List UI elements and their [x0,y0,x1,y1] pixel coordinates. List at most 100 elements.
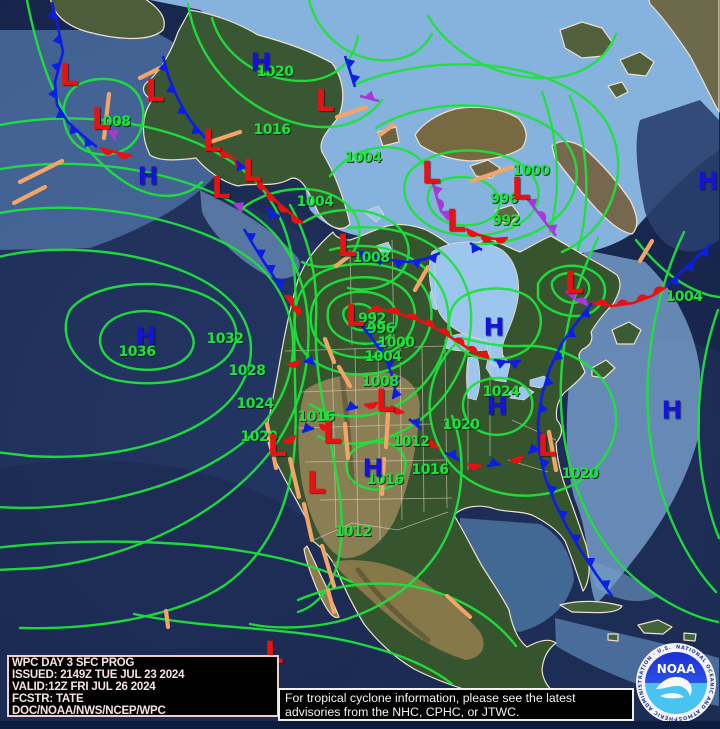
trough-line [334,104,369,120]
warm-front-symbol [494,237,507,244]
cold-front-symbol [268,208,279,220]
warm-front-symbol [284,295,295,306]
trough-line [319,543,337,589]
product-title: WPC DAY 3 SFC PROG [12,657,135,669]
warm-front-symbol [101,147,114,156]
cold-front-symbol [426,252,438,264]
cold-front-symbol [565,327,577,338]
cold-front-symbol [344,58,356,70]
product-valid: VALID:12Z FRI JUL 26 2024 [12,680,156,693]
cold-front-symbol [391,387,402,400]
occluded-front-symbol [576,297,588,306]
cold-front-symbol [47,8,58,21]
warm-front-symbol [387,307,400,316]
island-victoria [414,106,527,162]
cold-front-symbol [264,265,276,276]
cold-front-symbol [546,484,558,496]
warm-front-symbol [453,337,465,347]
cold-front-symbol [48,87,58,100]
trough-line [377,122,396,138]
cold-front-symbol [245,232,256,244]
warm-front-symbol [477,351,490,360]
warm-front-symbol [278,202,289,213]
occluded-front-symbol [526,198,538,209]
trough-line [287,456,302,500]
noaa-logo-text: NOAA [657,662,696,676]
warm-front-symbol [438,328,450,338]
warm-front-symbol [370,305,383,312]
landmass-chukotka [50,0,165,40]
warm-front-symbol [292,305,302,317]
trough-line [336,364,353,389]
map-bottom-border [0,721,720,729]
cold-front-symbol [166,82,177,94]
cold-front-symbol [302,422,315,433]
warm-front-symbol [466,345,478,356]
trough-line [342,421,351,461]
cold-front-symbol [471,242,482,254]
cold-front-symbol [537,430,547,443]
cold-front-symbol [274,279,285,290]
trough-line [207,129,243,145]
landmass-north-america [266,223,621,729]
cold-front-symbol [538,402,548,415]
cold-front-symbol [668,274,680,286]
cold-front-symbol [683,260,694,271]
warm-front-symbol [636,294,649,303]
warm-front-symbol [468,463,481,470]
warm-front-symbol [256,179,267,191]
occluded-front-symbol [565,289,577,301]
trough-line [444,593,473,620]
cold-front-symbol [552,349,564,361]
trough-line [322,336,337,365]
cold-front-symbol [570,534,581,545]
warm-front-symbol [364,402,377,409]
product-issued: ISSUED: 2149Z TUE JUL 23 2024 [12,668,185,681]
cold-front-symbol [384,358,395,370]
occluded-front-symbol [108,129,119,141]
cold-front-symbol [599,580,611,591]
cold-front-symbol [363,328,375,339]
cold-front-symbol [51,61,62,74]
trough-line [379,456,387,497]
warm-front-symbol [427,438,438,449]
product-info-box: WPC DAY 3 SFC PROG ISSUED: 2149Z TUE JUL… [7,655,279,717]
atlantic-shelf [566,250,700,604]
trough-line [163,608,171,630]
trough-line [469,164,515,184]
product-agency: DOC/NOAA/NWS/NCEP/WPC [12,704,166,717]
trough-line [412,264,431,293]
occluded-front-symbol [363,90,376,101]
cold-front-symbol [236,160,247,172]
cold-front-symbol [191,123,203,135]
warm-front-symbol [287,360,300,369]
cold-front-symbol [508,360,521,370]
cold-front-symbol [349,73,361,86]
cold-front-symbol [584,558,596,569]
cold-front-symbol [84,136,95,148]
warm-front-symbol [319,423,332,431]
cold-front-symbol [543,375,554,387]
cold-front-symbol [55,107,67,118]
warm-front-symbol [653,286,665,296]
warm-front-symbol [405,312,418,321]
state-borders [284,239,557,541]
trough-line [137,65,163,81]
cold-front-symbol [488,457,501,467]
trough-line [301,501,315,543]
tropical-note-line2: advisories from the NHC, CPHC, or JTWC. [285,705,520,719]
noaa-seagull-icon [656,676,692,699]
warm-front-symbol [266,190,277,202]
warm-front-symbol [480,234,493,243]
warm-front-symbol [510,455,523,464]
tropical-advisory-note: For tropical cyclone information, please… [278,688,634,721]
cold-front-symbol [177,103,188,115]
warm-front-symbol [595,299,608,307]
cold-front-symbol [409,417,421,429]
warm-front-symbol [392,405,404,415]
cold-front-symbol [698,246,709,257]
cold-front-symbol [52,33,63,46]
occluded-front-symbol [546,224,558,235]
trough-line [101,91,112,141]
warm-front-symbol [423,319,435,329]
